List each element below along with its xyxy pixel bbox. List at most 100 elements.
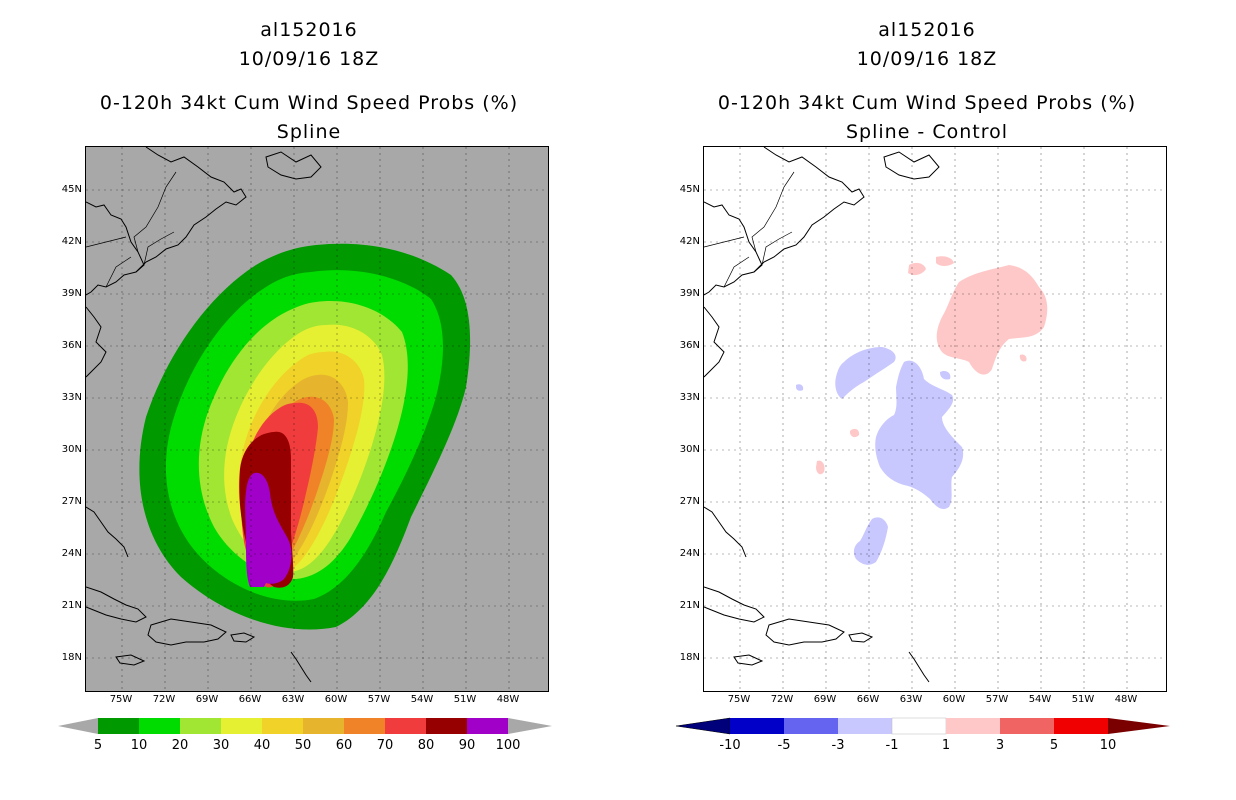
lat-label: 27N <box>61 496 82 507</box>
lat-label: 45N <box>679 184 700 195</box>
colorbar-swatch <box>385 718 426 734</box>
negative-diff-region <box>796 384 804 391</box>
colorbar-swatch <box>180 718 221 734</box>
valid-time-title: 10/09/16 18Z <box>238 48 380 70</box>
lon-label: 51W <box>1071 694 1095 705</box>
state-borders <box>86 171 177 288</box>
lon-label: 69W <box>813 694 837 705</box>
colorbar-label: 40 <box>253 738 271 753</box>
colorbar-swatch <box>1054 718 1108 734</box>
colorbar-swatch <box>730 718 784 734</box>
colorbar-swatch <box>344 718 385 734</box>
colorbar-swatch <box>467 718 508 734</box>
lat-label: 39N <box>61 288 82 299</box>
lat-label: 18N <box>61 652 82 663</box>
colorbar-swatch <box>946 718 1000 734</box>
lat-label: 18N <box>679 652 700 663</box>
colorbar-label: 70 <box>376 738 394 753</box>
lat-label: 45N <box>61 184 82 195</box>
colorbar-swatch <box>98 718 139 734</box>
valid-time-title: 10/09/16 18Z <box>856 48 998 70</box>
positive-diff-region <box>908 262 926 276</box>
positive-diff-region <box>850 428 860 438</box>
colorbar-label: 50 <box>294 738 312 753</box>
lat-lon-grid <box>86 147 548 691</box>
lon-label: 69W <box>195 694 219 705</box>
lat-label: 39N <box>679 288 700 299</box>
colorbar-label: 1 <box>941 738 951 753</box>
lat-label: 24N <box>61 548 82 559</box>
state-borders <box>704 171 795 288</box>
colorbar-under-triangle <box>58 718 98 734</box>
colorbar-over-triangle <box>1108 718 1170 734</box>
difference-contours <box>704 147 1166 691</box>
colorbar-swatch <box>262 718 303 734</box>
colorbar-label: 60 <box>335 738 353 753</box>
colorbar-label: 80 <box>417 738 435 753</box>
colorbar-label: 20 <box>171 738 189 753</box>
lon-label: 60W <box>324 694 348 705</box>
colorbar-swatch <box>221 718 262 734</box>
colorbar-label: -3 <box>831 738 845 753</box>
lon-label: 54W <box>1028 694 1052 705</box>
lat-label: 42N <box>61 236 82 247</box>
lat-label: 42N <box>679 236 700 247</box>
method-title: Spline - Control <box>845 121 1009 143</box>
lat-label: 30N <box>679 444 700 455</box>
colorbar-swatch <box>303 718 344 734</box>
colorbar-label: 100 <box>495 738 521 753</box>
method-title: Spline <box>276 121 342 143</box>
lon-label: 66W <box>856 694 880 705</box>
colorbar-swatch <box>838 718 892 734</box>
positive-diff-region <box>936 256 954 266</box>
colorbar-swatch <box>891 717 947 735</box>
colorbar-swatch <box>426 718 467 734</box>
lat-label: 33N <box>61 392 82 403</box>
lon-label: 57W <box>367 694 391 705</box>
positive-diff-region <box>1019 354 1027 362</box>
lat-label: 33N <box>679 392 700 403</box>
probability-map <box>85 146 549 692</box>
coastlines <box>86 147 322 683</box>
lat-label: 30N <box>61 444 82 455</box>
lat-label: 24N <box>679 548 700 559</box>
lat-lon-grid <box>704 147 1166 691</box>
colorbar-swatch <box>1000 718 1054 734</box>
colorbar-label: -5 <box>777 738 791 753</box>
lon-label: 60W <box>942 694 966 705</box>
lon-label: 54W <box>410 694 434 705</box>
lat-label: 36N <box>679 340 700 351</box>
colorbar-label: 10 <box>1099 738 1117 753</box>
product-title: 0-120h 34kt Cum Wind Speed Probs (%) <box>717 92 1137 114</box>
lon-label: 57W <box>985 694 1009 705</box>
lon-label: 63W <box>899 694 923 705</box>
lon-label: 72W <box>770 694 794 705</box>
colorbar-label: 3 <box>995 738 1005 753</box>
colorbar-label: 5 <box>93 738 103 753</box>
colorbar-swatch <box>784 718 838 734</box>
colorbar-swatch <box>139 718 180 734</box>
lat-label: 21N <box>679 600 700 611</box>
lat-label: 21N <box>61 600 82 611</box>
lon-label: 75W <box>109 694 133 705</box>
prob-90-contour <box>245 472 292 587</box>
lon-label: 51W <box>453 694 477 705</box>
colorbar-label: 5 <box>1049 738 1059 753</box>
negative-diff-region <box>940 370 951 380</box>
colorbar-label: -10 <box>719 738 741 753</box>
storm-id-title: al152016 <box>260 19 358 41</box>
positive-diff-region <box>816 460 825 475</box>
difference-colorbar <box>676 717 1170 735</box>
probability-colorbar <box>58 718 552 734</box>
difference-panel: al152016 10/09/16 18Z 0-120h 34kt Cum Wi… <box>618 0 1236 800</box>
colorbar-label: 90 <box>458 738 476 753</box>
colorbar-over-triangle <box>508 718 552 734</box>
lon-label: 75W <box>727 694 751 705</box>
spline-panel: al152016 10/09/16 18Z 0-120h 34kt Cum Wi… <box>58 19 552 753</box>
colorbar-label: 30 <box>212 738 230 753</box>
lon-label: 48W <box>496 694 520 705</box>
lon-label: 66W <box>238 694 262 705</box>
lon-label: 63W <box>281 694 305 705</box>
lat-label: 27N <box>679 496 700 507</box>
coastlines <box>704 147 940 683</box>
